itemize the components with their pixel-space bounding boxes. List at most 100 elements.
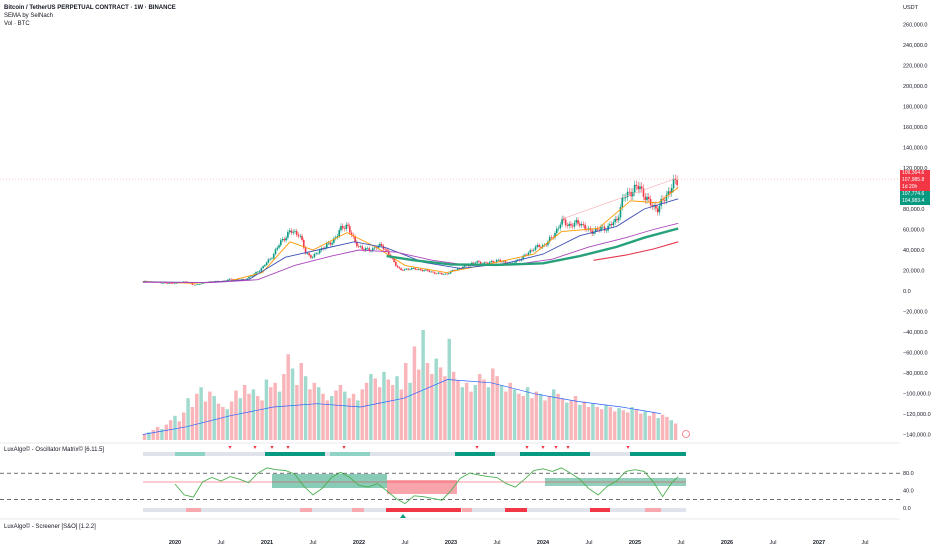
y-tick-label: 180,000.0 bbox=[903, 105, 927, 111]
x-tick-label: 2020 bbox=[169, 540, 181, 546]
volume-bar bbox=[277, 391, 282, 440]
volume-bar bbox=[604, 404, 608, 440]
sell-signal-icon bbox=[286, 446, 290, 449]
sell-signal-icon bbox=[270, 446, 274, 449]
candle-body bbox=[495, 260, 498, 263]
candle-body bbox=[441, 273, 443, 275]
candle-body bbox=[467, 265, 470, 267]
candle-body bbox=[550, 237, 553, 238]
candle-body bbox=[345, 224, 348, 229]
candle-body bbox=[409, 269, 411, 271]
candle-body bbox=[228, 278, 231, 280]
candle-body bbox=[398, 267, 401, 269]
candle-body bbox=[655, 204, 657, 209]
candle-body bbox=[464, 265, 466, 267]
volume-bar bbox=[534, 391, 539, 440]
volume-bar bbox=[595, 407, 600, 440]
volume-bar bbox=[269, 387, 273, 440]
candle-body bbox=[522, 255, 524, 260]
x-tick-label: 2025 bbox=[629, 540, 641, 546]
candle-body bbox=[226, 279, 229, 281]
candle-body bbox=[338, 230, 340, 237]
candle-body bbox=[610, 224, 613, 226]
screener-pane-label[interactable]: LuxAlgo© - Screener [S&O] [1.2.2] bbox=[4, 524, 96, 530]
candle-body bbox=[548, 237, 551, 242]
volume-bar bbox=[373, 378, 378, 440]
candle-body bbox=[423, 270, 425, 272]
candle-body bbox=[350, 232, 353, 236]
oscillator-band-segment bbox=[265, 452, 325, 456]
y-tick-label: 200,000.0 bbox=[903, 84, 927, 90]
candle-body bbox=[170, 283, 172, 284]
candle-body bbox=[536, 245, 539, 247]
candle-body bbox=[462, 266, 464, 269]
volume-bar bbox=[343, 391, 347, 440]
oscillator-band-segment bbox=[630, 452, 686, 456]
volume-bar bbox=[630, 407, 634, 440]
candle-body bbox=[373, 247, 376, 249]
candle-body bbox=[660, 198, 662, 206]
candle-body bbox=[172, 283, 174, 284]
price-tag-low: 104,983.4 bbox=[900, 198, 930, 205]
volume-bar bbox=[626, 412, 630, 440]
indicator-sema-label[interactable]: SEMA by SelNach bbox=[4, 13, 54, 19]
candle-body bbox=[347, 224, 349, 227]
volume-bar bbox=[512, 389, 517, 440]
candle-body bbox=[621, 197, 624, 208]
candle-body bbox=[283, 238, 286, 241]
candle-body bbox=[395, 261, 397, 266]
sell-signal-icon bbox=[525, 446, 529, 449]
screener-segment bbox=[186, 508, 201, 512]
y-tick-label: 60,000.0 bbox=[903, 228, 924, 234]
oscillator-band-segment bbox=[330, 452, 370, 456]
candle-body bbox=[310, 255, 312, 258]
volume-bar bbox=[260, 400, 264, 440]
volume-bar bbox=[491, 368, 495, 440]
volume-bar bbox=[195, 393, 199, 440]
volume-bar bbox=[669, 420, 674, 440]
volume-bar bbox=[612, 411, 617, 440]
candle-body bbox=[410, 268, 413, 270]
candle-body bbox=[343, 228, 346, 229]
candle-body bbox=[446, 273, 448, 275]
volume-bar bbox=[569, 400, 573, 440]
candle-body bbox=[665, 194, 668, 201]
volume-bar bbox=[460, 387, 465, 440]
candle-body bbox=[600, 226, 602, 231]
x-tick-label: Jul bbox=[217, 540, 224, 546]
candle-body bbox=[426, 269, 429, 271]
y-tick-label: −140,000.0 bbox=[903, 433, 931, 439]
oscillator-pane-label[interactable]: LuxAlgo© - Oscillator Matrix© [6.11.5] bbox=[4, 447, 105, 453]
currency-label[interactable]: USDT bbox=[903, 5, 918, 11]
candle-body bbox=[418, 268, 420, 270]
candle-body bbox=[327, 242, 330, 244]
volume-bar bbox=[286, 354, 290, 440]
candle-body bbox=[191, 283, 194, 285]
candle-body bbox=[315, 253, 317, 254]
candle-body bbox=[288, 230, 291, 233]
axis-layer: 260,000.0 240,000.0 220,000.0 200,000.0 180,… bbox=[169, 23, 931, 547]
volume-bar bbox=[316, 387, 321, 440]
volume-bar bbox=[147, 432, 151, 440]
candle-body bbox=[444, 273, 447, 275]
candle-body bbox=[453, 270, 455, 271]
candle-body bbox=[400, 268, 402, 270]
volume-bar bbox=[621, 410, 626, 440]
volume-bar bbox=[203, 401, 208, 440]
price-tag-countdown: 1d 20h bbox=[900, 184, 930, 191]
volume-bar bbox=[464, 382, 469, 440]
volume-bar bbox=[364, 382, 369, 440]
volume-bar bbox=[190, 407, 195, 440]
candle-body bbox=[255, 271, 257, 274]
y-tick-label: 240,000.0 bbox=[903, 43, 927, 49]
chart-title[interactable]: Bitcoin / TetherUS PERPETUAL CONTRACT · … bbox=[4, 5, 176, 11]
candle-body bbox=[563, 218, 565, 220]
volume-bar bbox=[186, 398, 190, 440]
candle-body bbox=[485, 262, 487, 264]
volume-bar bbox=[538, 393, 543, 440]
candle-body bbox=[361, 246, 363, 250]
y-tick-label: −80,000.0 bbox=[903, 371, 928, 377]
volume-bar bbox=[634, 409, 639, 440]
indicator-volume-label[interactable]: Vol · BTC bbox=[4, 21, 30, 27]
